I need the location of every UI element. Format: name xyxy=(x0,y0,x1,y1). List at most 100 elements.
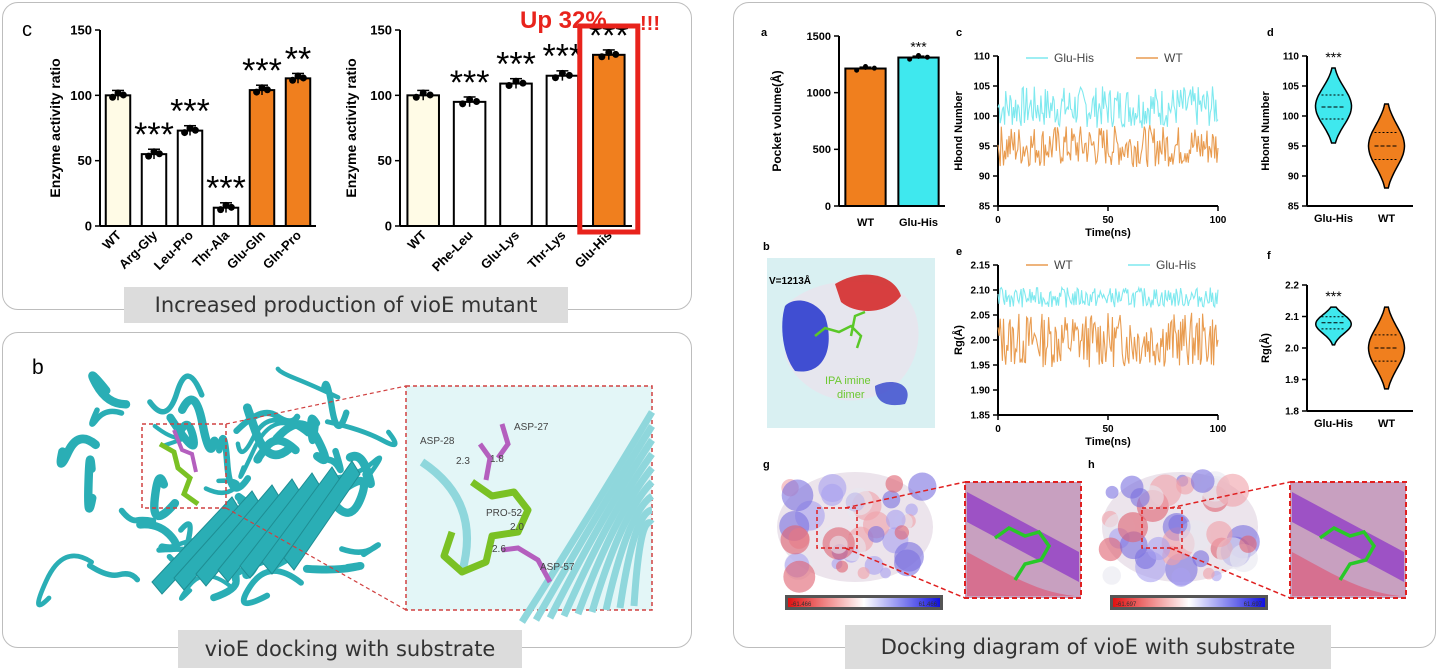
data-point xyxy=(612,50,620,58)
y-axis-label: Hbond Number xyxy=(953,91,965,171)
surface-patch xyxy=(885,475,904,493)
x-tick-label: WT xyxy=(404,227,429,252)
colorbar-max: 61.697 xyxy=(1244,602,1263,608)
data-point xyxy=(605,48,613,56)
violin-shape xyxy=(1314,67,1353,144)
zoom-connector xyxy=(1169,481,1291,509)
chart-a-pocket-volume: a 0 500 1000 1500 Pocket volume(Å) WT Glu-His **… xyxy=(761,27,945,229)
protein-ribbon xyxy=(88,371,131,409)
data-point xyxy=(863,63,868,69)
residue-label: 2.3 xyxy=(456,456,470,467)
surface-patch xyxy=(1168,514,1188,534)
residue-label: ASP-57 xyxy=(540,562,575,573)
y-tick-label: 100 xyxy=(370,88,392,103)
colorbar xyxy=(788,598,940,607)
y-tick-label: 85 xyxy=(979,202,991,213)
x-tick-label: 50 xyxy=(1102,424,1114,435)
data-point xyxy=(473,97,481,105)
highlight-box xyxy=(577,23,641,235)
zoom-source-box xyxy=(1141,507,1183,549)
data-point xyxy=(512,77,520,85)
y-tick-label: 50 xyxy=(78,153,92,168)
surface-patch xyxy=(783,560,816,593)
y-tick-label: 100 xyxy=(70,88,92,103)
bar xyxy=(104,94,132,228)
inset-ligand xyxy=(993,525,1052,581)
protein-ribbon xyxy=(240,568,304,607)
surface-patch xyxy=(1239,535,1257,553)
protein-ribbon xyxy=(325,447,344,474)
panel-label-b: b xyxy=(763,241,770,253)
y-tick-label: 1.95 xyxy=(971,361,991,372)
protein-ribbon xyxy=(235,417,289,454)
beta-sheet xyxy=(283,460,361,571)
data-point xyxy=(217,206,225,214)
significance-label: *** xyxy=(1325,49,1342,65)
x-tick-label: WT xyxy=(857,217,874,229)
caption-docking-diagram: Docking diagram of vioE with substrate xyxy=(845,625,1331,669)
x-tick-label: Glu-Lys xyxy=(478,228,522,272)
surface-patch xyxy=(1176,476,1195,495)
y-tick-label: 2.00 xyxy=(971,336,991,347)
surface-patch xyxy=(1130,488,1150,508)
data-point xyxy=(505,82,513,90)
y-tick-label: 150 xyxy=(70,23,92,38)
data-point xyxy=(294,72,302,80)
bar xyxy=(248,89,276,227)
y-tick-label: 105 xyxy=(1282,82,1299,93)
y-tick-label: 2.15 xyxy=(971,261,991,272)
protein-ribbon xyxy=(150,474,180,521)
bar xyxy=(592,53,626,228)
panel-label-c-right: c xyxy=(956,27,962,39)
surface-patch xyxy=(781,479,814,512)
panel-label-c: c xyxy=(22,19,32,41)
panel-label-d: d xyxy=(1267,27,1274,39)
inset-surface xyxy=(1292,552,1400,596)
data-point xyxy=(119,91,127,99)
x-tick-label: Glu-His xyxy=(1314,213,1353,225)
caption-increased-production: Increased production of vioE mutant xyxy=(124,287,568,323)
bar xyxy=(844,67,887,207)
y-tick-label: 90 xyxy=(1288,172,1300,183)
bar xyxy=(140,153,168,227)
data-point xyxy=(289,76,297,84)
colorbar-min: -61.466 xyxy=(791,602,812,608)
protein-ribbon xyxy=(136,520,180,553)
x-tick-label: Leu-Pro xyxy=(151,227,196,272)
residue-label: 2.6 xyxy=(492,544,506,555)
y-axis-label: Enzyme activity ratio xyxy=(47,58,63,197)
y-tick-label: 1.9 xyxy=(1285,375,1299,386)
y-tick-label: 50 xyxy=(378,153,392,168)
protein-ribbon xyxy=(178,574,233,601)
bar xyxy=(452,100,487,227)
inset-sheet xyxy=(560,451,655,618)
x-tick-label: 0 xyxy=(995,424,1001,435)
inset-sheet xyxy=(588,479,655,614)
colorbar-min: -61.697 xyxy=(1116,602,1137,608)
ligand-label: dimer xyxy=(837,389,865,401)
y-tick-label: 500 xyxy=(813,144,831,156)
panel-label-e: e xyxy=(956,246,962,258)
surface-positive xyxy=(875,382,908,406)
protein-ribbon xyxy=(86,562,141,583)
data-point xyxy=(871,65,877,71)
surface-patch xyxy=(845,487,873,516)
y-tick-label: 1000 xyxy=(807,88,831,100)
data-point xyxy=(419,89,427,97)
significance-label: *** xyxy=(170,93,210,131)
y-axis-label: Hbond Number xyxy=(1260,91,1272,171)
data-point xyxy=(519,79,527,87)
surface-patch xyxy=(882,490,901,509)
y-tick-label: 100 xyxy=(1282,112,1299,123)
data-point xyxy=(150,148,158,156)
y-tick-label: 2.0 xyxy=(1285,344,1299,355)
electrostatic-g-illustration: g -61.466 61.466 xyxy=(763,459,1082,610)
legend-label: Glu-His xyxy=(1156,258,1196,272)
data-point xyxy=(155,150,163,158)
data-point xyxy=(186,124,194,132)
electrostatic-h-illustration: h -61.697 61.697 xyxy=(1088,459,1407,610)
y-axis-label: Rg(Å) xyxy=(1259,333,1272,363)
zoom-source-box xyxy=(141,423,227,509)
surface-patch xyxy=(1102,566,1122,585)
data-point xyxy=(114,89,122,97)
